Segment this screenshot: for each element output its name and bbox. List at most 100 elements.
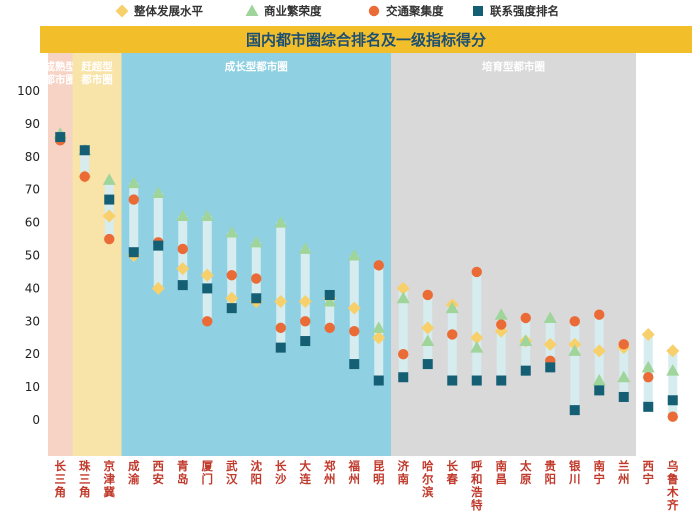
point-square [667, 395, 678, 406]
point-square [545, 362, 556, 373]
x-tick-label: 南昌 [496, 459, 508, 486]
range-bar [398, 288, 408, 378]
point-triangle [592, 374, 606, 386]
point-square [349, 359, 360, 370]
point-circle [520, 312, 531, 324]
band-3 [391, 53, 636, 456]
point-circle [569, 316, 580, 327]
point-circle [496, 319, 507, 330]
y-tick-label: 70 [25, 183, 40, 197]
point-circle [447, 329, 458, 340]
point-circle [471, 266, 482, 278]
range-bar [251, 242, 261, 302]
point-triangle [666, 364, 680, 376]
legend-label: 联系强度排名 [490, 4, 559, 18]
point-square [275, 342, 286, 353]
legend-marker-circle [368, 5, 380, 17]
point-diamond [543, 337, 557, 351]
point-square [520, 365, 531, 376]
range-bar [619, 344, 629, 397]
point-triangle [151, 186, 165, 198]
point-circle [594, 309, 605, 320]
point-square [202, 283, 213, 294]
point-square [177, 280, 188, 291]
point-square [643, 401, 654, 412]
point-square [104, 194, 115, 205]
x-tick-label: 长三角 [55, 459, 67, 499]
point-square [496, 375, 507, 386]
legend-marker-triangle [245, 4, 259, 16]
data-markers [53, 127, 680, 422]
point-square [618, 391, 629, 402]
x-tick-label: 沈阳 [251, 459, 263, 486]
point-diamond [470, 331, 484, 345]
x-tick-label: 京津冀 [104, 459, 116, 499]
x-tick-label: 厦门 [202, 459, 214, 486]
point-triangle [543, 311, 557, 324]
point-circle [202, 316, 213, 327]
range-bar [104, 179, 114, 240]
point-square [324, 289, 335, 300]
band-label: 培育型都市圈 [482, 60, 545, 73]
point-square [422, 359, 433, 370]
point-square [153, 240, 164, 251]
point-circle [104, 233, 115, 245]
x-tick-label: 乌鲁木齐 [666, 459, 679, 512]
legend-label: 整体发展水平 [133, 4, 203, 18]
point-diamond [200, 268, 214, 282]
band-label: 成熟型都市圈 [44, 60, 77, 86]
point-diamond [102, 209, 116, 223]
x-tick-label: 兰州 [617, 459, 630, 486]
point-triangle [641, 360, 655, 373]
point-diamond [666, 344, 680, 358]
range-bar [447, 304, 457, 381]
x-tick-label: 哈尔滨 [421, 459, 434, 499]
point-circle [226, 270, 237, 281]
x-tick-label: 郑州 [323, 459, 336, 486]
range-bar [129, 183, 139, 256]
point-circle [373, 260, 384, 271]
point-diamond [568, 337, 582, 351]
y-tick-label: 30 [25, 314, 40, 328]
point-square [398, 372, 409, 383]
point-circle [398, 349, 409, 360]
range-bar [472, 271, 482, 381]
band-0 [48, 53, 73, 456]
point-diamond [421, 321, 435, 335]
point-triangle [372, 321, 386, 333]
point-diamond [641, 327, 655, 341]
range-bar [325, 294, 335, 328]
x-tick-label: 武汉 [226, 459, 238, 486]
point-diamond [298, 295, 312, 309]
point-square [79, 145, 90, 156]
point-triangle [421, 334, 435, 347]
legend-label: 商业繁荣度 [264, 4, 322, 18]
range-bar [570, 321, 580, 411]
point-triangle [470, 341, 484, 353]
y-tick-label: 80 [25, 150, 40, 164]
title-bar: 国内都市圈综合排名及一级指标得分 [40, 26, 692, 53]
point-square [373, 375, 384, 386]
point-triangle [102, 173, 116, 185]
x-tick-label: 珠三角 [79, 459, 91, 499]
range-bar [496, 314, 506, 381]
x-tick-label: 长春 [447, 459, 459, 486]
x-tick-label: 银川 [568, 459, 581, 486]
point-triangle [298, 242, 312, 254]
point-triangle [396, 291, 410, 304]
chart-title: 国内都市圈综合排名及一级指标得分 [246, 31, 486, 49]
point-diamond [372, 331, 386, 345]
y-tick-label: 100 [17, 84, 40, 98]
point-circle [667, 411, 678, 422]
point-triangle [519, 334, 533, 347]
point-diamond [396, 281, 410, 295]
range-bar [668, 350, 678, 417]
point-diamond [151, 281, 165, 295]
point-square [128, 247, 139, 258]
y-tick-label: 10 [25, 380, 40, 394]
point-triangle [200, 209, 214, 222]
point-diamond [274, 295, 288, 309]
